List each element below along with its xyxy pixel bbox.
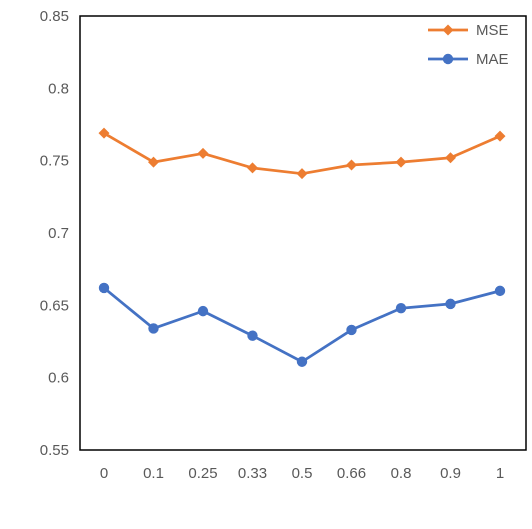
data-point-mae [494,285,506,297]
data-point-mse [98,127,110,139]
data-point-mse [395,156,407,168]
x-tick-label: 0.33 [238,465,267,482]
data-point-mae [445,298,456,310]
data-point-mae [346,324,357,336]
data-point-mse [148,156,159,168]
data-point-mse [445,152,456,164]
data-point-mse [346,159,357,171]
legend-label-mae: MAE [476,51,509,68]
x-tick-label: 0.5 [292,465,313,482]
x-axis-tick-labels: 0 0.1 0.25 0.33 0.5 0.66 0.8 0.9 1 [100,465,504,482]
y-tick-label: 0.6 [48,370,69,387]
series-mae [98,282,506,367]
legend-label-mse: MSE [476,22,509,39]
y-axis-tick-labels: 0.55 0.6 0.65 0.7 0.75 0.8 0.85 [40,8,69,459]
x-tick-label: 0.1 [143,465,164,482]
y-tick-label: 0.65 [40,297,69,314]
x-tick-label: 0.25 [188,465,217,482]
series-line-mae [103,286,501,364]
x-tick-label: 0.66 [337,465,366,482]
y-tick-label: 0.55 [40,442,69,459]
data-point-mse [494,130,506,142]
legend-item-mae: MAE [428,51,509,68]
legend-marker-mse [442,24,454,36]
data-point-mse [197,147,209,159]
y-tick-label: 0.7 [48,225,69,242]
data-point-mae [296,356,308,367]
data-point-mae [197,305,209,317]
x-tick-label: 0.8 [391,465,412,482]
legend-marker-mae [442,53,454,65]
y-tick-label: 0.75 [40,153,69,170]
data-point-mae [395,303,407,314]
legend: MSE MAE [428,22,509,68]
data-point-mae [98,282,110,294]
x-tick-label: 0 [100,465,108,482]
data-point-mse [296,168,308,180]
series-layer [98,127,506,367]
plot-area-frame [79,15,527,451]
data-point-mse [247,162,258,174]
series-mse [98,127,506,180]
x-tick-label: 0.9 [440,465,461,482]
data-point-mae [247,330,258,341]
data-point-mae [148,323,159,334]
series-line-mse [103,131,501,176]
y-tick-label: 0.8 [48,80,69,97]
y-tick-label: 0.85 [40,8,69,25]
x-tick-label: 1 [496,465,504,482]
legend-item-mse: MSE [428,22,509,39]
